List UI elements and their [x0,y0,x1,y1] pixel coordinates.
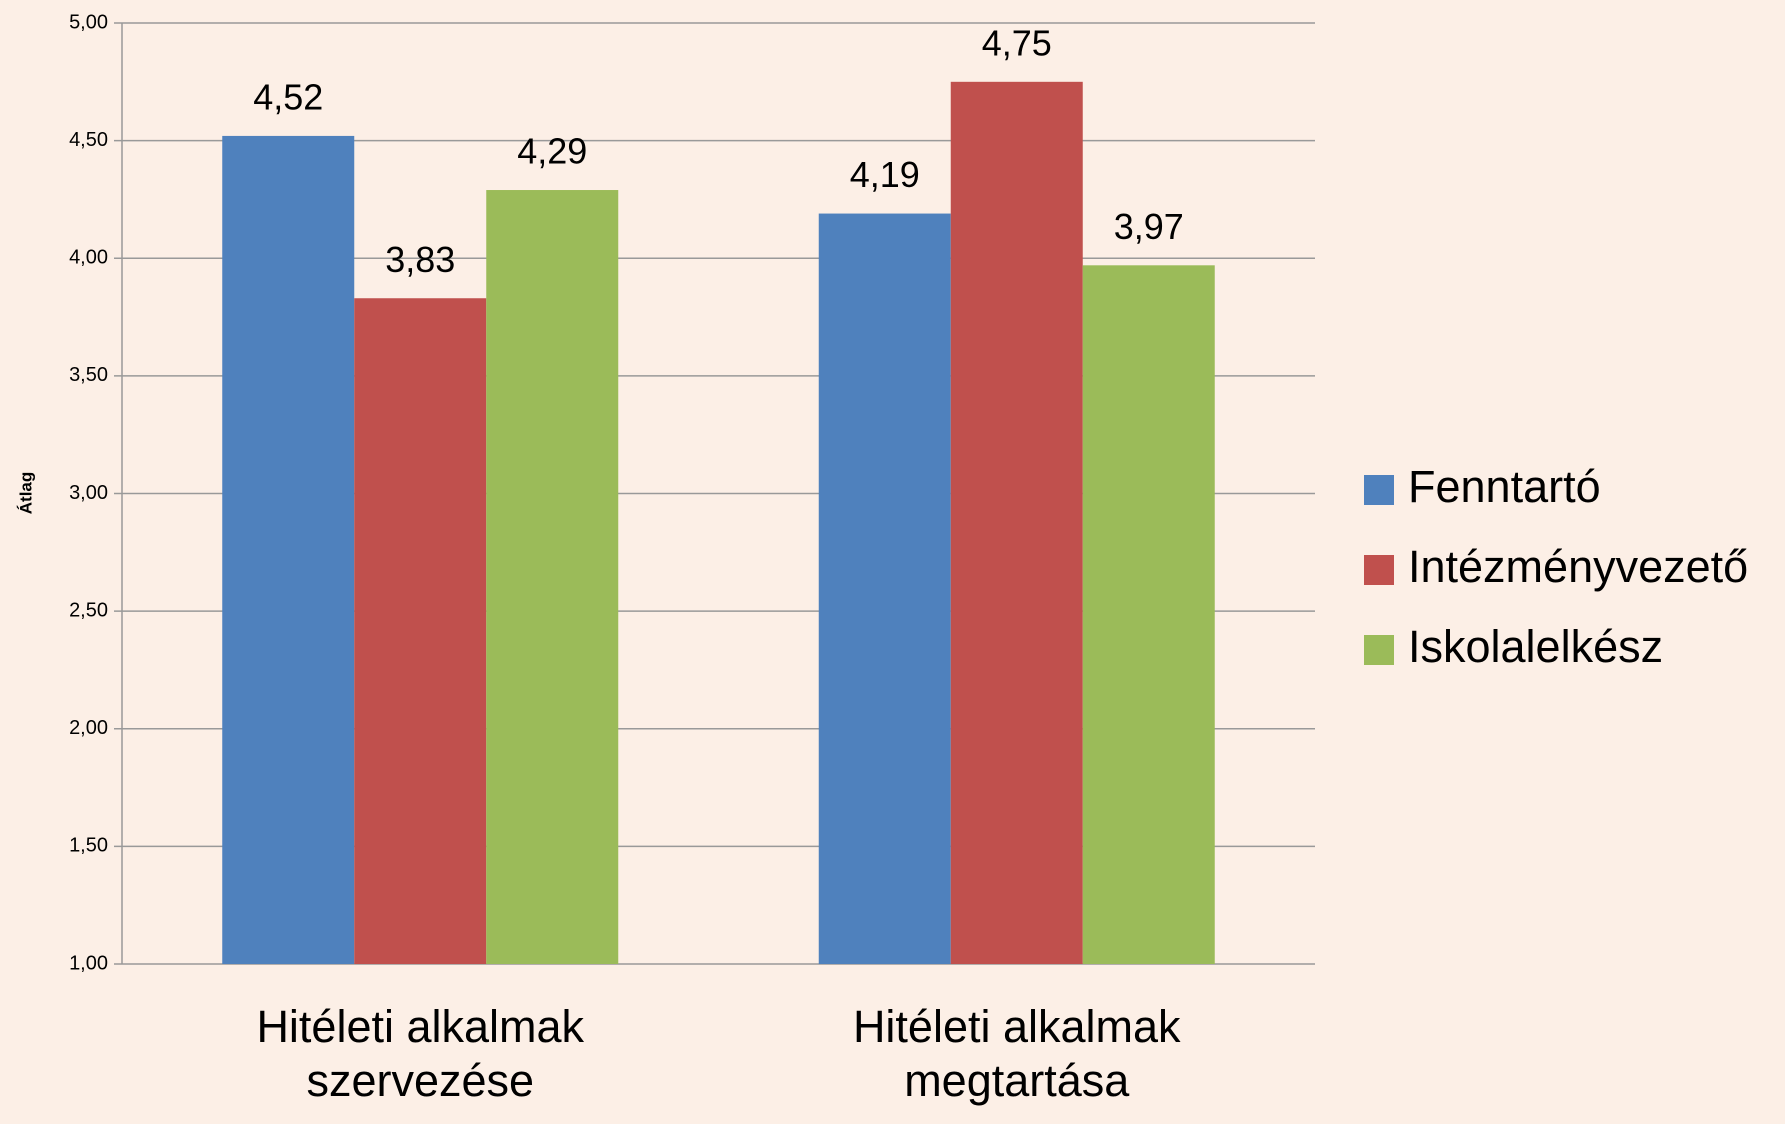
x-tick-label: Hitéleti alkalmak megtartása [852,1001,1181,1106]
data-label: 4,75 [982,22,1052,63]
x-tick-label: Hitéleti alkalmak szervezése [256,1001,585,1106]
data-label: 4,29 [517,131,587,172]
y-tick-label: 4,00 [69,247,108,269]
legend-swatch [1364,635,1394,665]
bar [1082,265,1215,964]
legend-swatch [1364,475,1394,505]
bar [222,135,355,965]
y-tick-label: 1,00 [69,952,108,974]
bar [950,81,1083,964]
y-axis-label: Átlag [16,472,35,515]
bar [818,213,951,965]
data-label: 4,52 [253,76,323,117]
legend-label: Intézményvezető [1408,541,1748,592]
legend-label: Iskolalelkész [1408,621,1663,672]
y-tick-label: 5,00 [69,11,108,33]
y-tick-label: 4,50 [69,129,108,151]
data-label: 3,83 [385,239,455,280]
bar [486,190,619,965]
y-tick-label: 3,00 [69,482,108,504]
data-label: 3,97 [1114,206,1184,247]
y-tick-label: 3,50 [69,364,108,386]
legend-label: Fenntartó [1408,461,1601,512]
y-tick-label: 2,50 [69,599,108,621]
bar [354,298,487,964]
y-tick-label: 1,50 [69,835,108,857]
legend-swatch [1364,555,1394,585]
y-tick-label: 2,00 [69,717,108,739]
data-label: 4,19 [850,154,920,195]
